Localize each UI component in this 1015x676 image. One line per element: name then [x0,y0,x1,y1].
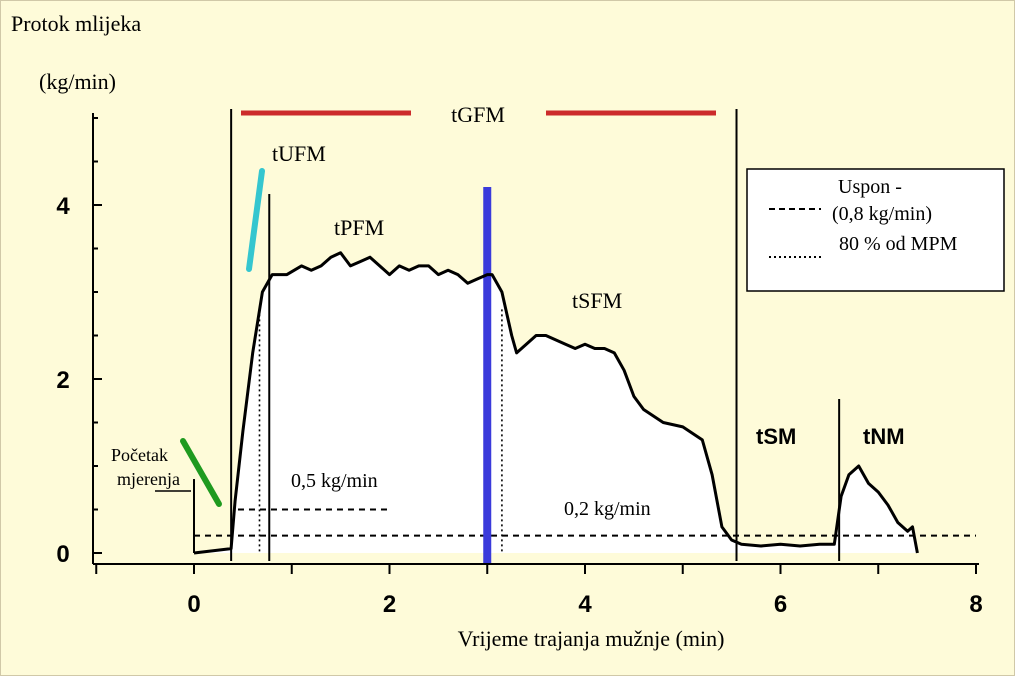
threshold-02-label: 0,2 kg/min [564,498,651,520]
milk-flow-curve [193,251,919,555]
y-axis-unit: (kg/min) [39,69,116,94]
legend-item1-line1: Uspon - [838,176,902,198]
y-tick-label: 0 [56,541,69,568]
tsfm-label: tSFM [572,288,622,313]
tgfm-label: tGFM [451,102,505,127]
x-tick-label: 4 [578,591,592,618]
x-tick-label: 8 [969,591,982,618]
tufm-label: tUFM [272,141,326,166]
legend-item1-line2: (0,8 kg/min) [832,203,932,225]
y-tick-label: 4 [56,193,70,220]
curve-area-fill [194,252,918,553]
x-tick-label: 6 [774,591,787,618]
rise-marker-cyan [246,168,265,272]
measure-start-label-2: mjerenja [117,469,180,489]
y-axis-title: Protok mlijeka [11,11,141,36]
legend-box [746,168,1005,292]
threshold-05-label: 0,5 kg/min [291,470,378,492]
tsm-label: tSM [756,424,796,449]
measure-start-label-1: Početak [111,445,168,465]
x-axis-title: Vrijeme trajanja mužnje (min) [458,626,725,651]
legend-item2: 80 % od MPM [839,233,958,255]
x-tick-label: 0 [187,591,200,618]
tpfm-label: tPFM [334,215,384,240]
y-tick-label: 2 [56,367,69,394]
rise-marker-green [180,438,222,507]
tnm-label: tNM [863,424,905,449]
x-tick-label: 2 [383,591,396,618]
